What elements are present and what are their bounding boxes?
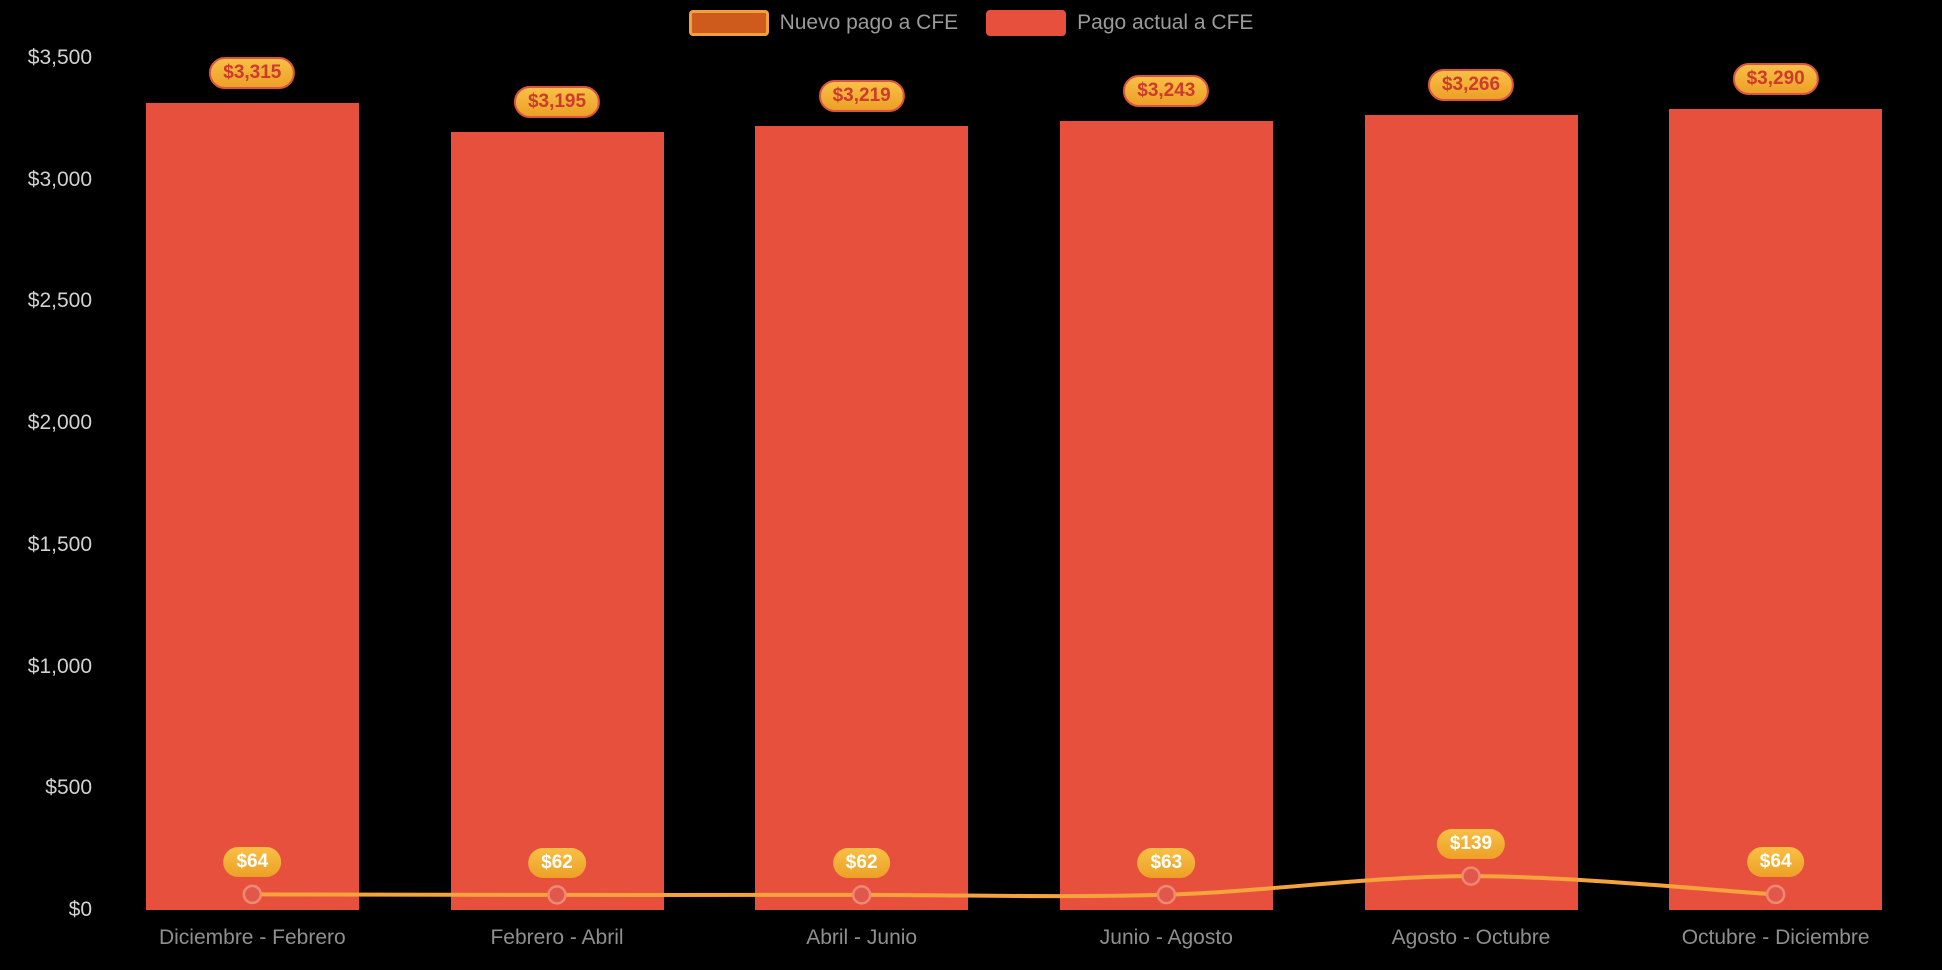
x-axis-label: Junio - Agosto xyxy=(1099,926,1233,949)
bar-value-badge: $3,266 xyxy=(1427,68,1515,101)
y-axis-tick: $3,500 xyxy=(27,46,92,69)
plot-area: $3,315 $3,195 $3,219 $3,243 $3,266 $3,290 $64 $… xyxy=(100,57,1928,910)
bar-pago-actual[interactable] xyxy=(450,132,664,910)
bar-value-badge: $3,219 xyxy=(818,80,905,113)
line-point[interactable] xyxy=(851,885,872,905)
line-value-badge: $62 xyxy=(528,847,586,878)
legend-item-nuevo-pago[interactable]: Nuevo pago a CFE xyxy=(688,10,959,36)
line-path xyxy=(250,874,1778,899)
x-axis-label: Febrero - Abril xyxy=(490,926,624,949)
x-axis-label: Octubre - Diciembre xyxy=(1681,926,1870,949)
x-axis: Diciembre - Febrero Febrero - Abril Abril … xyxy=(100,926,1928,960)
y-axis: $0 $500 $1,000 $1,500 $2,000 $2,500 $3,000 $3,5… xyxy=(0,46,92,921)
y-axis-tick: $500 xyxy=(45,776,92,800)
line-series-svg xyxy=(242,866,1786,905)
x-axis-label: Diciembre - Febrero xyxy=(158,926,346,949)
y-axis-tick: $2,000 xyxy=(27,411,92,435)
bar-pago-actual[interactable] xyxy=(755,126,969,910)
bar-pago-actual[interactable] xyxy=(1059,120,1273,910)
y-axis-tick: $1,500 xyxy=(27,532,92,556)
line-point[interactable] xyxy=(1765,884,1786,905)
line-value-badge: $63 xyxy=(1137,847,1196,878)
bar-value-badge: $3,243 xyxy=(1123,74,1210,107)
chart-legend: Nuevo pago a CFE Pago actual a CFE xyxy=(0,10,1942,36)
legend-item-pago-actual[interactable]: Pago actual a CFE xyxy=(986,10,1253,36)
x-axis-label: Agosto - Octubre xyxy=(1391,926,1551,949)
y-axis-tick: $3,000 xyxy=(27,167,92,191)
line-point[interactable] xyxy=(1156,884,1177,905)
y-axis-tick: $1,000 xyxy=(27,654,92,678)
bar-value-badge: $3,290 xyxy=(1732,63,1819,96)
line-value-badge: $64 xyxy=(1746,847,1805,878)
line-value-badge: $64 xyxy=(223,847,282,878)
line-value-badge: $62 xyxy=(832,847,891,878)
x-axis-label: Abril - Junio xyxy=(806,926,918,949)
legend-swatch-pago-actual-icon xyxy=(986,10,1067,36)
bar-pago-actual[interactable] xyxy=(1669,109,1883,910)
bar-value-badge: $3,195 xyxy=(513,86,601,119)
y-axis-tick: $0 xyxy=(68,898,92,921)
legend-swatch-nuevo-pago-icon xyxy=(688,10,769,36)
line-value-badge: $139 xyxy=(1436,829,1506,860)
bar-pago-actual[interactable] xyxy=(1364,114,1578,910)
line-point[interactable] xyxy=(547,885,567,905)
bar-pago-actual[interactable] xyxy=(145,103,359,910)
y-axis-tick: $2,500 xyxy=(27,289,92,313)
bar-value-badge: $3,315 xyxy=(209,57,296,90)
legend-label: Nuevo pago a CFE xyxy=(779,11,959,34)
line-point[interactable] xyxy=(242,884,263,905)
legend-label: Pago actual a CFE xyxy=(1077,11,1254,34)
line-point[interactable] xyxy=(1461,866,1481,886)
